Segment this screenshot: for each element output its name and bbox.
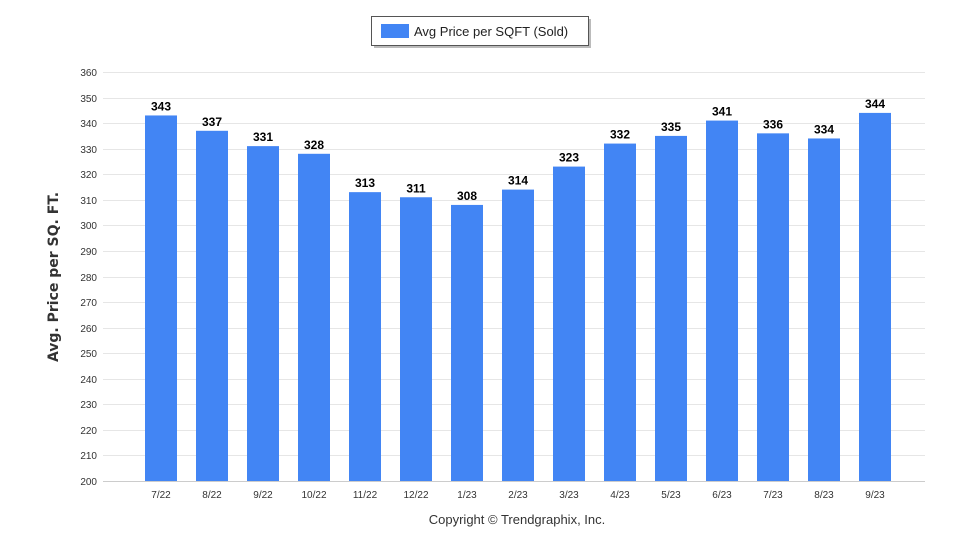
bar xyxy=(400,197,432,481)
y-tick-label: 320 xyxy=(80,170,97,181)
legend-swatch xyxy=(381,24,409,38)
x-tick-label: 9/23 xyxy=(865,490,885,501)
x-axis-ticks: 7/22 8/22 9/22 10/22 11/22 12/22 1/23 2/23 3/23 4… xyxy=(151,490,885,501)
bar xyxy=(655,135,687,481)
bar xyxy=(451,204,483,482)
data-label: 328 xyxy=(304,138,324,152)
y-tick-label: 200 xyxy=(80,477,97,488)
legend-label: Avg Price per SQFT (Sold) xyxy=(414,24,568,39)
y-tick-label: 360 xyxy=(80,68,97,79)
bar xyxy=(553,166,585,482)
y-tick-label: 300 xyxy=(80,221,97,232)
data-labels: 343 337 331 328 313 311 308 314 323 332 335 341 336 3… xyxy=(151,97,885,203)
bar xyxy=(706,120,738,481)
x-tick-label: 11/22 xyxy=(353,490,378,501)
data-label: 313 xyxy=(355,176,375,190)
y-tick-label: 260 xyxy=(80,324,97,335)
data-label: 308 xyxy=(457,189,477,203)
data-label: 336 xyxy=(763,117,783,131)
y-axis-ticks: 200 210 220 230 240 250 260 270 280 290 300 310 320 3… xyxy=(80,68,97,488)
data-label: 314 xyxy=(508,174,528,188)
bar xyxy=(808,138,840,481)
x-tick-label: 9/22 xyxy=(253,490,273,501)
data-label: 341 xyxy=(712,105,732,119)
x-tick-label: 7/23 xyxy=(763,490,783,501)
bar xyxy=(604,143,636,481)
bar xyxy=(145,115,177,482)
data-label: 335 xyxy=(661,120,681,134)
x-tick-label: 8/23 xyxy=(814,490,834,501)
x-tick-label: 5/23 xyxy=(661,490,681,501)
bar xyxy=(757,133,789,481)
data-label: 334 xyxy=(814,122,834,136)
y-tick-label: 210 xyxy=(80,451,97,462)
bar xyxy=(502,189,534,481)
legend: Avg Price per SQFT (Sold) xyxy=(371,16,591,48)
bar xyxy=(349,192,381,482)
y-tick-label: 290 xyxy=(80,247,97,258)
x-tick-label: 12/22 xyxy=(403,490,428,501)
y-tick-label: 280 xyxy=(80,273,97,284)
data-label: 331 xyxy=(253,130,273,144)
x-tick-label: 3/23 xyxy=(559,490,579,501)
y-tick-label: 340 xyxy=(80,119,97,130)
data-label: 332 xyxy=(610,128,630,142)
x-tick-label: 1/23 xyxy=(457,490,477,501)
data-label: 343 xyxy=(151,99,171,113)
y-tick-label: 250 xyxy=(80,349,97,360)
data-label: 311 xyxy=(406,181,426,195)
y-tick-label: 240 xyxy=(80,375,97,386)
x-tick-label: 6/23 xyxy=(712,490,732,501)
data-label: 344 xyxy=(865,97,885,111)
bars xyxy=(145,112,891,482)
data-label: 337 xyxy=(202,115,222,129)
bar xyxy=(298,153,330,482)
bar xyxy=(859,112,891,482)
y-axis-label: Avg. Price per SQ. FT. xyxy=(46,192,62,362)
y-tick-label: 350 xyxy=(80,94,97,105)
bar xyxy=(196,130,228,481)
y-tick-label: 330 xyxy=(80,145,97,156)
x-tick-label: 10/22 xyxy=(301,490,326,501)
x-tick-label: 4/23 xyxy=(610,490,630,501)
y-tick-label: 310 xyxy=(80,196,97,207)
x-tick-label: 8/22 xyxy=(202,490,222,501)
bar xyxy=(247,146,279,481)
x-tick-label: 7/22 xyxy=(151,490,171,501)
y-tick-label: 220 xyxy=(80,426,97,437)
copyright-footer: Copyright © Trendgraphix, Inc. xyxy=(429,512,606,527)
x-tick-label: 2/23 xyxy=(508,490,528,501)
y-tick-label: 230 xyxy=(80,400,97,411)
data-label: 323 xyxy=(559,151,579,165)
y-tick-label: 270 xyxy=(80,298,97,309)
